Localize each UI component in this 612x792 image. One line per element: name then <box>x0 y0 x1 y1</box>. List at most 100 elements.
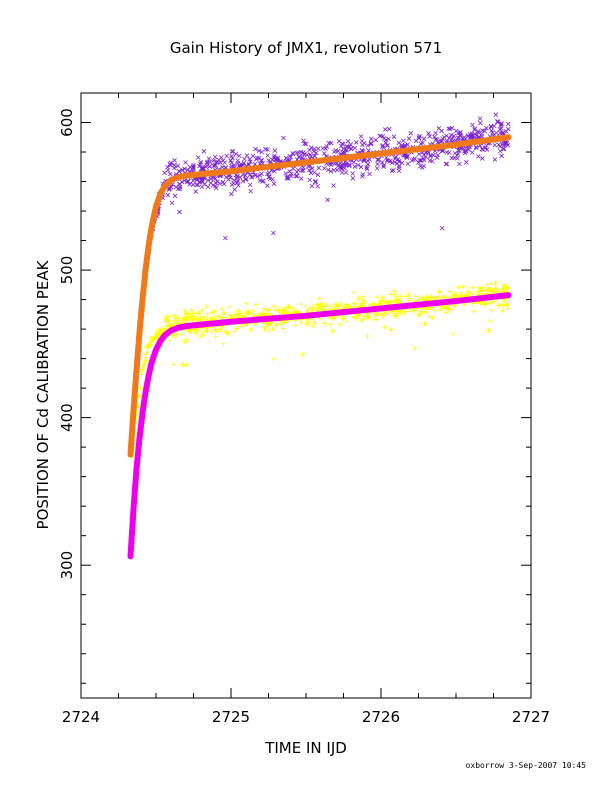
data-point <box>421 136 427 141</box>
data-point <box>465 289 471 295</box>
data-point <box>434 155 440 160</box>
data-point <box>330 315 336 321</box>
data-point <box>385 143 390 148</box>
fit-marker <box>149 222 155 228</box>
data-point <box>243 309 249 315</box>
data-point <box>478 120 483 126</box>
data-point <box>391 167 396 173</box>
fit-marker <box>134 364 140 370</box>
data-point <box>325 197 330 203</box>
data-point <box>174 331 180 337</box>
data-point <box>153 334 159 340</box>
data-point <box>373 313 379 319</box>
data-point <box>187 164 193 170</box>
data-point <box>477 116 483 121</box>
data-point <box>220 341 226 347</box>
data-point <box>208 176 214 182</box>
data-point <box>302 141 307 146</box>
data-point <box>366 148 371 153</box>
data-point <box>272 148 278 153</box>
data-point <box>406 298 412 304</box>
data-point <box>212 154 218 160</box>
data-point <box>498 130 503 136</box>
data-point <box>278 322 284 328</box>
data-point <box>264 306 270 312</box>
fit-marker <box>146 238 152 244</box>
data-point <box>195 310 201 316</box>
data-point <box>386 136 391 142</box>
data-point <box>383 127 388 132</box>
data-point <box>211 158 216 163</box>
data-point <box>253 146 258 152</box>
data-point <box>427 294 433 300</box>
data-point <box>472 127 477 132</box>
data-point <box>375 157 380 162</box>
data-point <box>208 315 214 321</box>
fit-marker <box>128 438 134 444</box>
data-point <box>375 317 381 323</box>
data-point <box>386 300 392 306</box>
data-point <box>479 131 485 136</box>
data-point <box>495 119 501 124</box>
data-point <box>183 160 188 165</box>
data-point <box>339 141 345 147</box>
data-point <box>235 179 241 184</box>
data-point <box>307 177 313 183</box>
data-point <box>488 123 494 129</box>
data-point <box>189 306 195 312</box>
data-point <box>505 142 511 148</box>
data-point <box>488 281 494 287</box>
data-point <box>172 158 177 163</box>
data-point <box>271 356 277 362</box>
data-point <box>419 294 425 300</box>
data-point <box>375 161 380 167</box>
data-point <box>250 308 256 314</box>
data-point <box>309 166 315 171</box>
data-point <box>492 157 498 162</box>
data-point <box>483 287 489 293</box>
footer-credit: oxborrow 3-Sep-2007 10:45 <box>466 761 587 770</box>
data-point <box>328 169 334 174</box>
data-point <box>213 176 218 181</box>
data-point <box>501 146 506 152</box>
fit-marker <box>146 369 152 375</box>
fit-marker <box>147 232 153 238</box>
data-point <box>255 174 260 179</box>
data-point <box>321 151 327 156</box>
data-point <box>500 285 506 291</box>
data-point <box>470 133 475 138</box>
data-point <box>496 303 502 309</box>
data-point <box>421 163 426 169</box>
data-point <box>310 319 316 325</box>
data-point <box>456 284 462 290</box>
data-point <box>412 345 418 351</box>
data-point <box>388 292 394 298</box>
data-point <box>281 135 286 141</box>
data-point <box>331 183 336 188</box>
data-point <box>434 137 440 142</box>
data-point <box>477 285 483 291</box>
fit-marker <box>137 435 142 441</box>
data-point <box>373 137 379 143</box>
y-tick-label: 600 <box>58 108 76 137</box>
fit-marker <box>155 197 161 203</box>
data-point <box>237 323 243 329</box>
data-point <box>280 325 286 331</box>
data-point <box>179 332 185 338</box>
data-point <box>444 150 450 155</box>
data-point <box>222 160 228 165</box>
data-point <box>498 123 504 128</box>
data-point <box>434 293 440 299</box>
fit-marker <box>143 265 149 271</box>
data-point <box>241 160 247 166</box>
fit-marker <box>128 539 134 545</box>
data-point <box>306 306 312 312</box>
data-point <box>368 136 374 142</box>
data-point <box>261 306 267 312</box>
data-point <box>287 153 293 159</box>
data-point <box>418 141 424 146</box>
data-point <box>253 301 259 307</box>
data-point <box>480 156 485 161</box>
data-point <box>326 140 332 146</box>
data-point <box>482 145 488 151</box>
